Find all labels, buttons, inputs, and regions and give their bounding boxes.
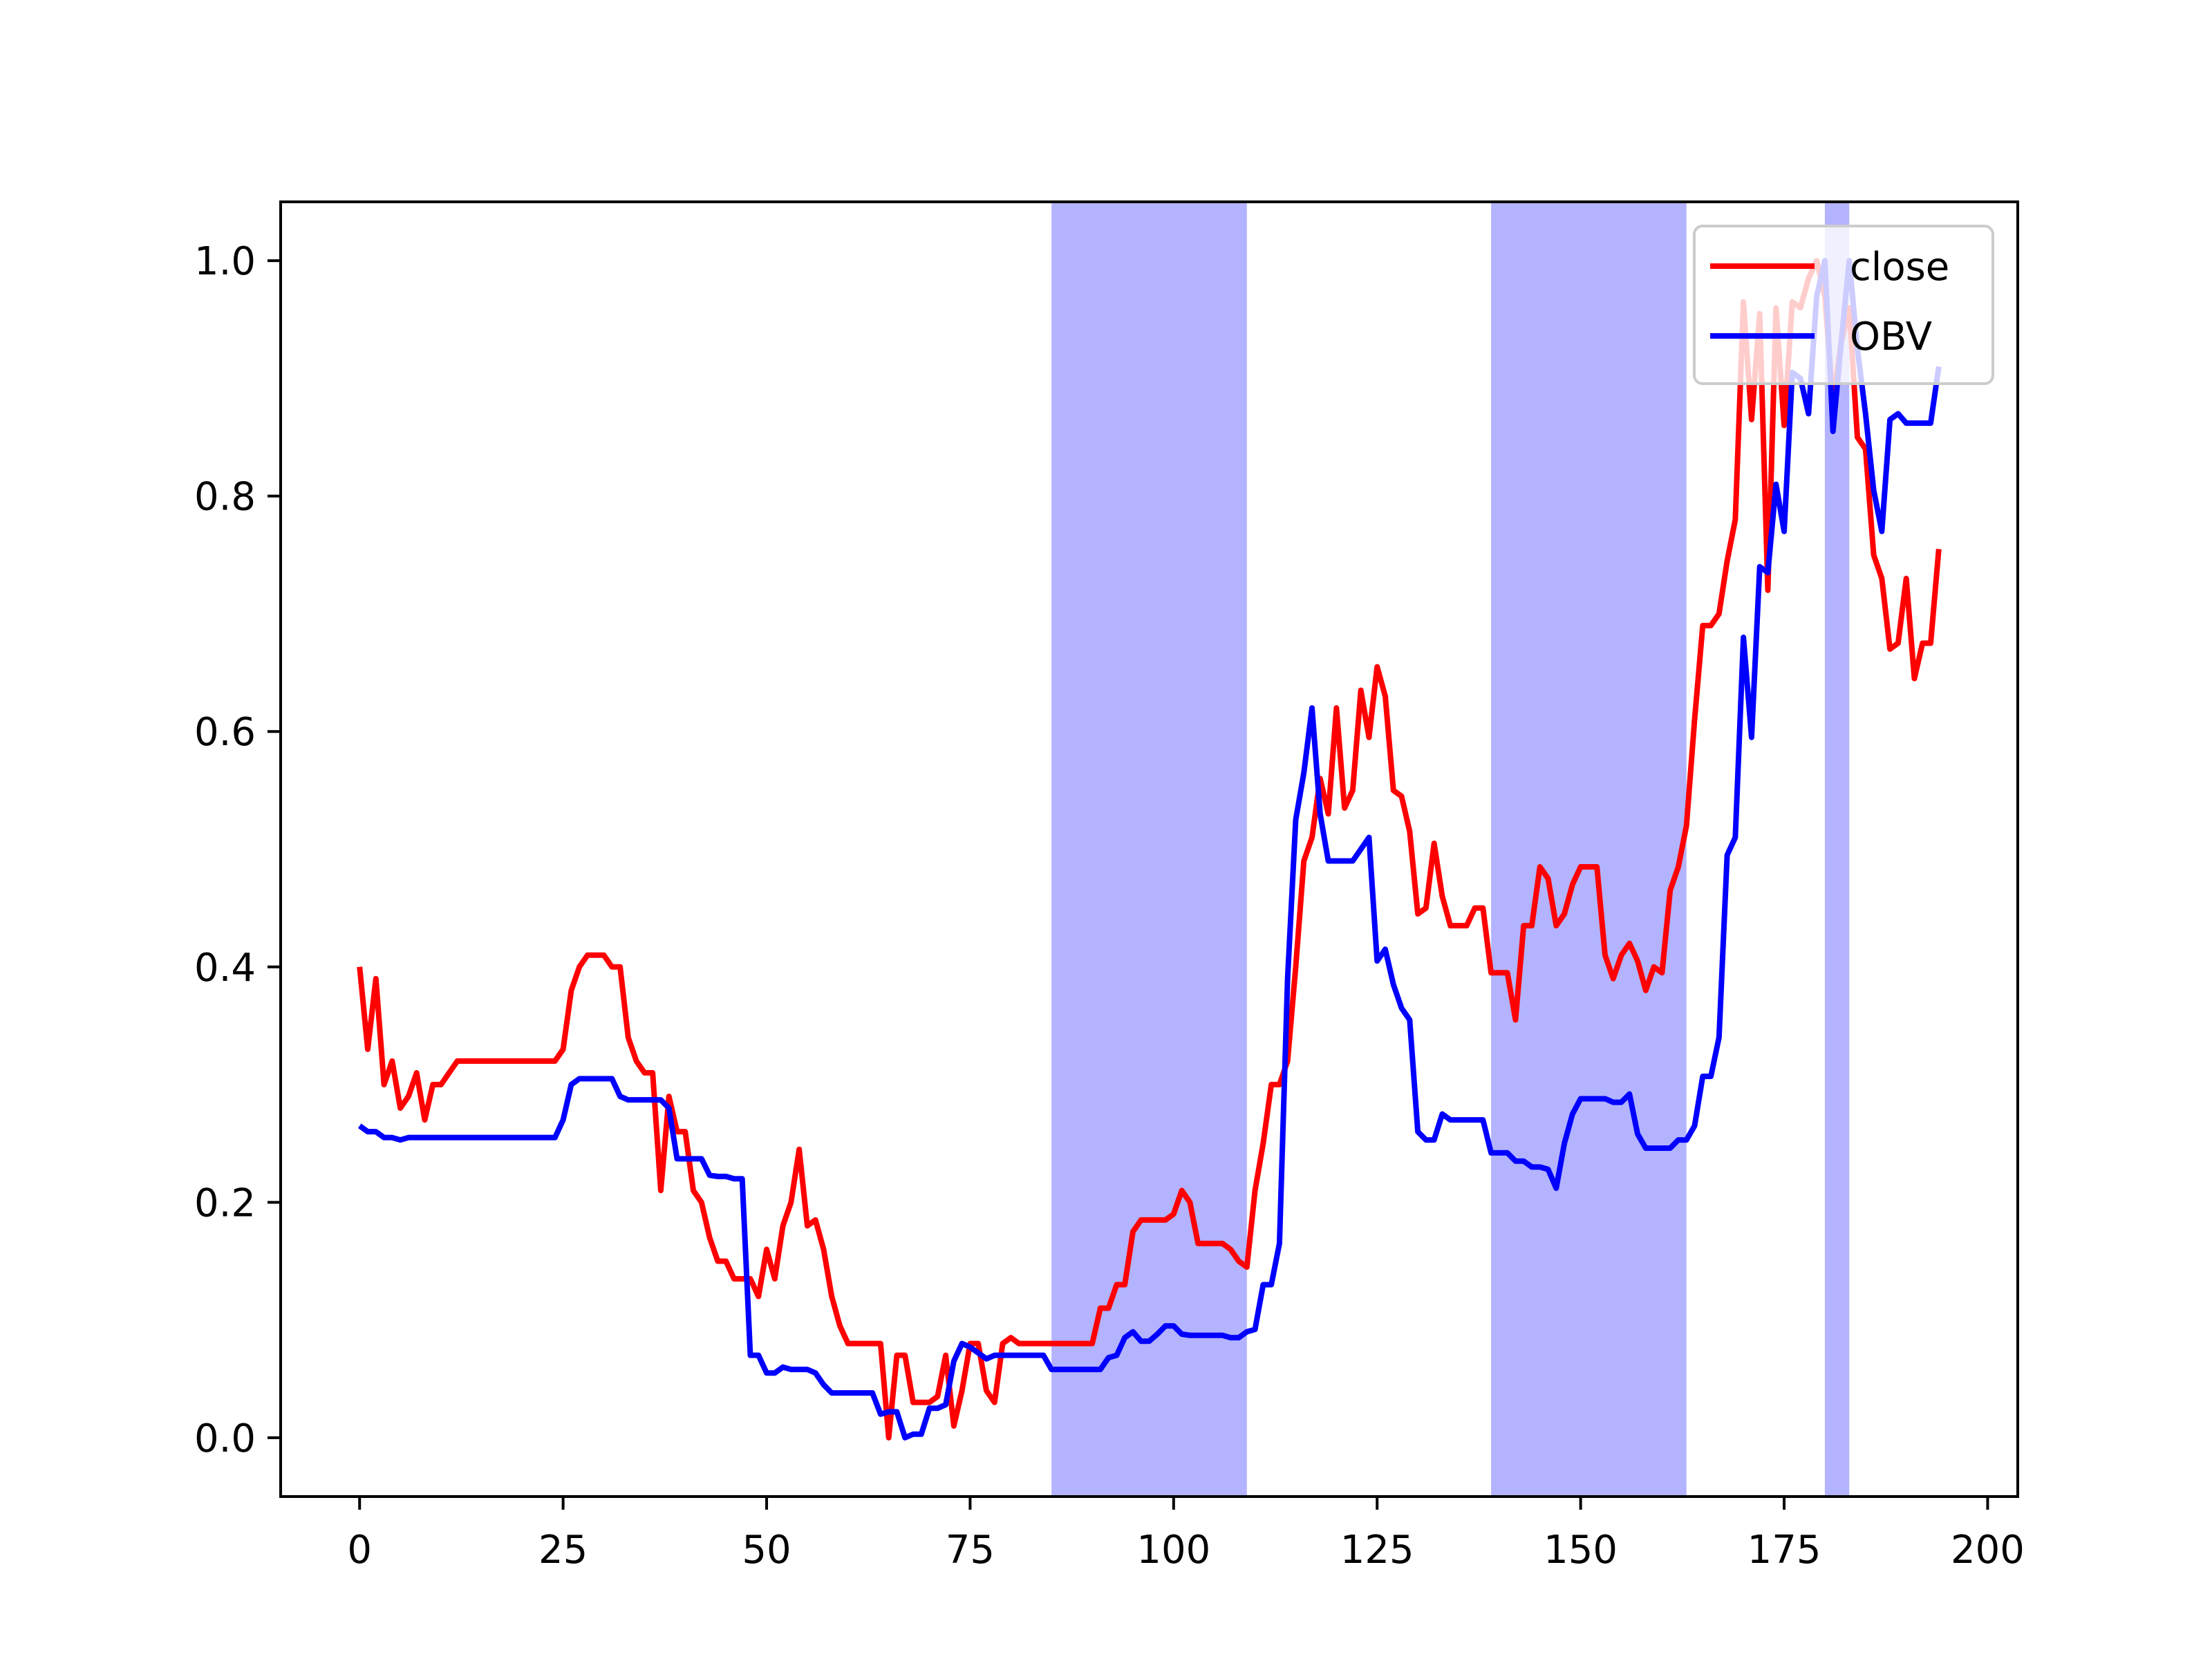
y-tick-label: 0.2 bbox=[194, 1181, 256, 1226]
x-tick-label: 175 bbox=[1747, 1528, 1821, 1573]
legend-label: OBV bbox=[1850, 315, 1932, 359]
y-tick-label: 0.0 bbox=[194, 1416, 256, 1461]
x-tick-label: 125 bbox=[1340, 1528, 1414, 1573]
x-tick-label: 100 bbox=[1136, 1528, 1210, 1573]
legend-label: close bbox=[1850, 245, 1949, 290]
y-tick-label: 0.4 bbox=[194, 946, 256, 991]
x-tick-label: 150 bbox=[1544, 1528, 1618, 1573]
x-tick-label: 0 bbox=[347, 1528, 372, 1573]
highlight-span bbox=[1491, 202, 1687, 1497]
plot-frame bbox=[279, 200, 2019, 1498]
y-tick-label: 1.0 bbox=[194, 239, 256, 284]
highlight-span bbox=[1824, 202, 1850, 1497]
y-tick-label: 0.8 bbox=[194, 475, 256, 520]
highlight-span bbox=[1051, 202, 1247, 1497]
y-tick-label: 0.6 bbox=[194, 710, 256, 755]
x-tick-label: 75 bbox=[946, 1528, 995, 1573]
series-line bbox=[357, 258, 1942, 1441]
x-tick-label: 50 bbox=[742, 1528, 791, 1573]
series-line bbox=[357, 258, 1942, 1441]
x-tick-label: 200 bbox=[1951, 1528, 2025, 1573]
x-tick-label: 25 bbox=[538, 1528, 588, 1573]
